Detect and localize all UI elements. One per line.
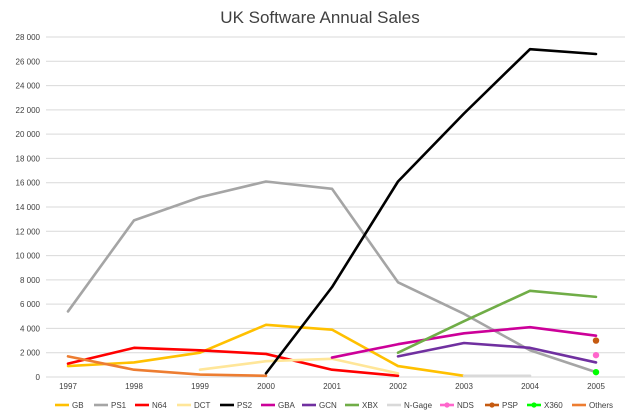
x-tick-label: 2002 bbox=[389, 382, 407, 391]
legend-item-gb[interactable]: GB bbox=[55, 401, 84, 410]
legend-label-gb: GB bbox=[72, 401, 84, 410]
legend-label-ps1: PS1 bbox=[111, 401, 127, 410]
series-line-dct bbox=[198, 357, 400, 375]
legend-item-x360[interactable]: X360 bbox=[527, 401, 563, 410]
legend-marker-psp bbox=[489, 402, 495, 408]
x-tick-label: 2003 bbox=[455, 382, 473, 391]
legend-label-gcn: GCN bbox=[319, 401, 337, 410]
legend-item-n64[interactable]: N64 bbox=[135, 401, 167, 410]
legend[interactable]: GB PS1 N64 DCT PS2 GBA GCN XBX N-Gage NDS PSP X360 O… bbox=[55, 401, 613, 410]
legend-label-x360: X360 bbox=[544, 401, 563, 410]
legend-label-n-gage: N-Gage bbox=[404, 401, 433, 410]
legend-item-dct[interactable]: DCT bbox=[177, 401, 211, 410]
y-tick-label: 10 000 bbox=[16, 252, 41, 261]
legend-label-nds: NDS bbox=[457, 401, 474, 410]
series-n64 bbox=[66, 346, 400, 378]
x-tick-label: 2004 bbox=[521, 382, 539, 391]
legend-label-others: Others bbox=[589, 401, 613, 410]
legend-item-nds[interactable]: NDS bbox=[440, 401, 474, 410]
series-xbx bbox=[396, 289, 598, 355]
data-point-x360 bbox=[592, 368, 600, 376]
gridlines bbox=[46, 36, 625, 378]
y-tick-label: 6 000 bbox=[20, 300, 41, 309]
y-tick-label: 8 000 bbox=[20, 276, 41, 285]
y-tick-label: 18 000 bbox=[16, 154, 41, 163]
y-tick-label: 20 000 bbox=[16, 130, 41, 139]
y-tick-label: 2 000 bbox=[20, 349, 41, 358]
legend-item-others[interactable]: Others bbox=[572, 401, 613, 410]
series-dct bbox=[198, 357, 400, 375]
y-tick-label: 26 000 bbox=[16, 57, 41, 66]
legend-marker-nds bbox=[444, 402, 450, 408]
y-tick-label: 4 000 bbox=[20, 324, 41, 333]
legend-label-n64: N64 bbox=[152, 401, 167, 410]
legend-item-psp[interactable]: PSP bbox=[485, 401, 518, 410]
legend-label-ps2: PS2 bbox=[237, 401, 253, 410]
x-tick-label: 1997 bbox=[59, 382, 77, 391]
series-ps1 bbox=[66, 180, 598, 374]
legend-label-xbx: XBX bbox=[362, 401, 379, 410]
y-axis-tick-labels: 0 2 000 4 000 6 000 8 000 10 000 12 000 14 000 1… bbox=[16, 33, 41, 382]
x-axis-tick-labels: 1997 1998 1999 2000 2001 2002 2003 2004 2005 bbox=[59, 382, 605, 391]
series-line-ps2 bbox=[264, 47, 598, 375]
series-line-others bbox=[66, 355, 268, 378]
data-point-psp bbox=[592, 337, 600, 344]
y-tick-label: 24 000 bbox=[16, 82, 41, 91]
y-tick-label: 14 000 bbox=[16, 203, 41, 212]
series-others bbox=[66, 355, 268, 378]
legend-label-dct: DCT bbox=[194, 401, 211, 410]
series-nds bbox=[592, 351, 600, 359]
legend-item-gba[interactable]: GBA bbox=[261, 401, 296, 410]
series-line-gcn bbox=[396, 341, 598, 364]
series-line-gba bbox=[330, 325, 598, 359]
legend-label-psp: PSP bbox=[502, 401, 518, 410]
series-x360 bbox=[592, 368, 600, 376]
legend-marker-x360 bbox=[531, 402, 537, 408]
legend-label-gba: GBA bbox=[278, 401, 296, 410]
data-point-nds bbox=[592, 351, 600, 359]
y-tick-label: 16 000 bbox=[16, 179, 41, 188]
series-gb bbox=[66, 323, 466, 378]
legend-item-ps2[interactable]: PS2 bbox=[220, 401, 253, 410]
chart-title: UK Software Annual Sales bbox=[220, 8, 419, 27]
legend-item-ps1[interactable]: PS1 bbox=[94, 401, 127, 410]
series-gcn bbox=[396, 341, 598, 364]
series-line-gb bbox=[66, 323, 466, 378]
x-tick-label: 2005 bbox=[587, 382, 605, 391]
series-line-n64 bbox=[66, 346, 400, 378]
x-tick-label: 1999 bbox=[191, 382, 209, 391]
legend-item-gcn[interactable]: GCN bbox=[302, 401, 337, 410]
y-tick-label: 22 000 bbox=[16, 106, 41, 115]
legend-item-xbx[interactable]: XBX bbox=[345, 401, 379, 410]
x-tick-label: 2001 bbox=[323, 382, 341, 391]
x-tick-label: 2000 bbox=[257, 382, 275, 391]
y-tick-label: 28 000 bbox=[16, 33, 41, 42]
y-tick-label: 0 bbox=[36, 373, 41, 382]
legend-item-n-gage[interactable]: N-Gage bbox=[387, 401, 433, 410]
series-ps2 bbox=[264, 47, 598, 375]
series-line-ps1 bbox=[66, 180, 598, 374]
series-gba bbox=[330, 325, 598, 359]
series-psp bbox=[592, 337, 600, 344]
data-series bbox=[66, 47, 600, 378]
x-tick-label: 1998 bbox=[125, 382, 143, 391]
y-tick-label: 12 000 bbox=[16, 227, 41, 236]
series-line-xbx bbox=[396, 289, 598, 355]
